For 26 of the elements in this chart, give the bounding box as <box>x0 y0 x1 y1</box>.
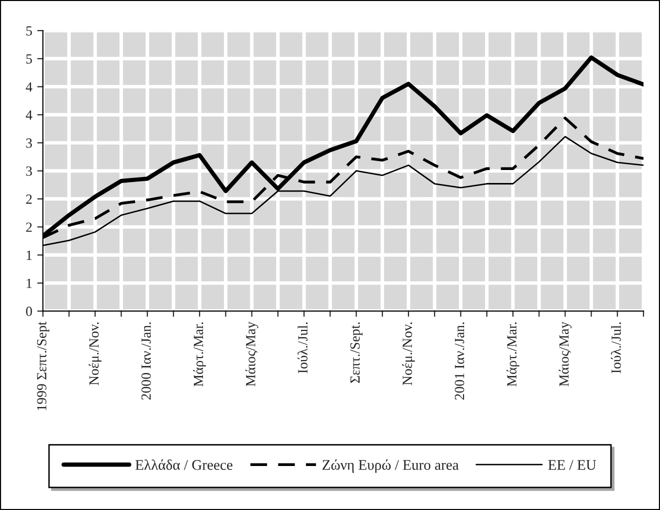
y-tick-label: 3 <box>26 166 32 176</box>
y-tick-label: 5 <box>26 26 32 36</box>
x-tick-label: Ιούλ./Jul. <box>298 322 308 374</box>
y-tick-label: 3 <box>26 138 32 148</box>
x-tick-label: Σεπτ./Sept. <box>350 322 363 383</box>
y-tick-label: 1 <box>26 250 32 260</box>
y-tick-label: 1 <box>26 278 32 288</box>
legend-label: ΕΕ / EU <box>548 460 596 470</box>
y-tick-label: 2 <box>26 222 32 232</box>
legend-label: Ζώνη Ευρώ / Euro area <box>322 459 459 473</box>
y-tick-label: 4 <box>26 110 32 120</box>
x-tick-label: Μάρτ./Mar. <box>506 322 520 386</box>
x-tick-label: Μάιος/May <box>558 322 572 386</box>
x-tick-label: Μάιος/May <box>245 322 258 386</box>
legend-label: Ελλάδα / Greece <box>135 459 232 470</box>
y-tick-label: 0 <box>26 306 32 316</box>
y-tick-label: 4 <box>26 82 32 92</box>
x-tick-label: 1999 Σεπτ./Sept <box>37 322 50 410</box>
y-tick-label: 5 <box>26 54 32 64</box>
x-tick-label: 2001 Ιαν./Jan. <box>454 322 464 400</box>
y-tick-label: 2 <box>26 194 32 204</box>
x-tick-label: Νοέμ./Nov. <box>402 322 415 386</box>
x-tick-label: Νοέμ./Nov. <box>88 322 102 386</box>
x-tick-label: 2000 Ιαν./Jan. <box>141 322 151 400</box>
x-tick-label: Ιούλ./Jul. <box>610 322 621 374</box>
x-tick-label: Μάρτ./Mar. <box>193 322 206 386</box>
